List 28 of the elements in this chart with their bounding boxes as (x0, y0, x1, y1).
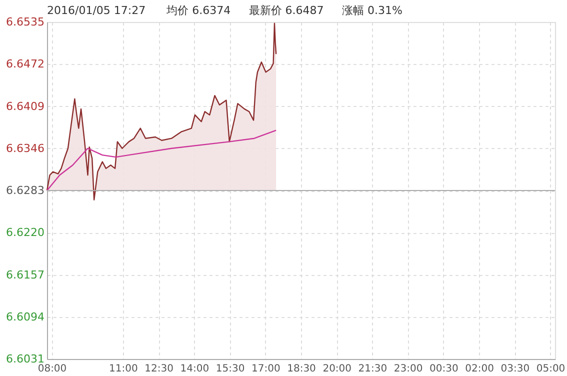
x-tick-label: 12:30 (144, 364, 174, 374)
x-tick-label: 03:30 (500, 364, 530, 374)
y-tick-label: 6.6220 (6, 226, 44, 240)
x-tick-label: 21:30 (358, 364, 388, 374)
x-tick-label: 23:00 (394, 364, 423, 374)
x-tick-label: 11:00 (109, 364, 138, 374)
x-tick-label: 17:00 (251, 364, 280, 374)
text: 2016/01/05 17:27 (47, 4, 146, 17)
y-tick-label: 6.6346 (6, 142, 44, 155)
text: 均价 6.6374 (166, 4, 231, 17)
y-tick-label: 6.6409 (6, 100, 44, 113)
y-tick-label: 6.6094 (6, 310, 44, 324)
x-tick-label: 08:00 (38, 364, 67, 374)
x-tick-label: 20:00 (322, 364, 352, 374)
line-series (46, 130, 277, 192)
y-tick-label: 6.6031 (6, 352, 44, 366)
x-tick-label: 02:00 (465, 364, 494, 374)
x-tick-label: 05:00 (536, 364, 566, 374)
y-tick-label: 6.6535 (6, 16, 44, 28)
y-tick-label: 6.6283 (6, 184, 44, 197)
x-tick-label: 18:30 (287, 364, 316, 374)
x-tick-label: 14:00 (180, 364, 210, 374)
x-tick-label: 00:30 (430, 364, 458, 374)
x-tick-label: 15:30 (216, 364, 245, 374)
y-tick-label: 6.6472 (6, 58, 44, 71)
text: 涨幅 0.31% (342, 4, 402, 17)
y-tick-label: 6.6157 (6, 268, 44, 282)
text: 最新价 6.6487 (248, 4, 324, 17)
